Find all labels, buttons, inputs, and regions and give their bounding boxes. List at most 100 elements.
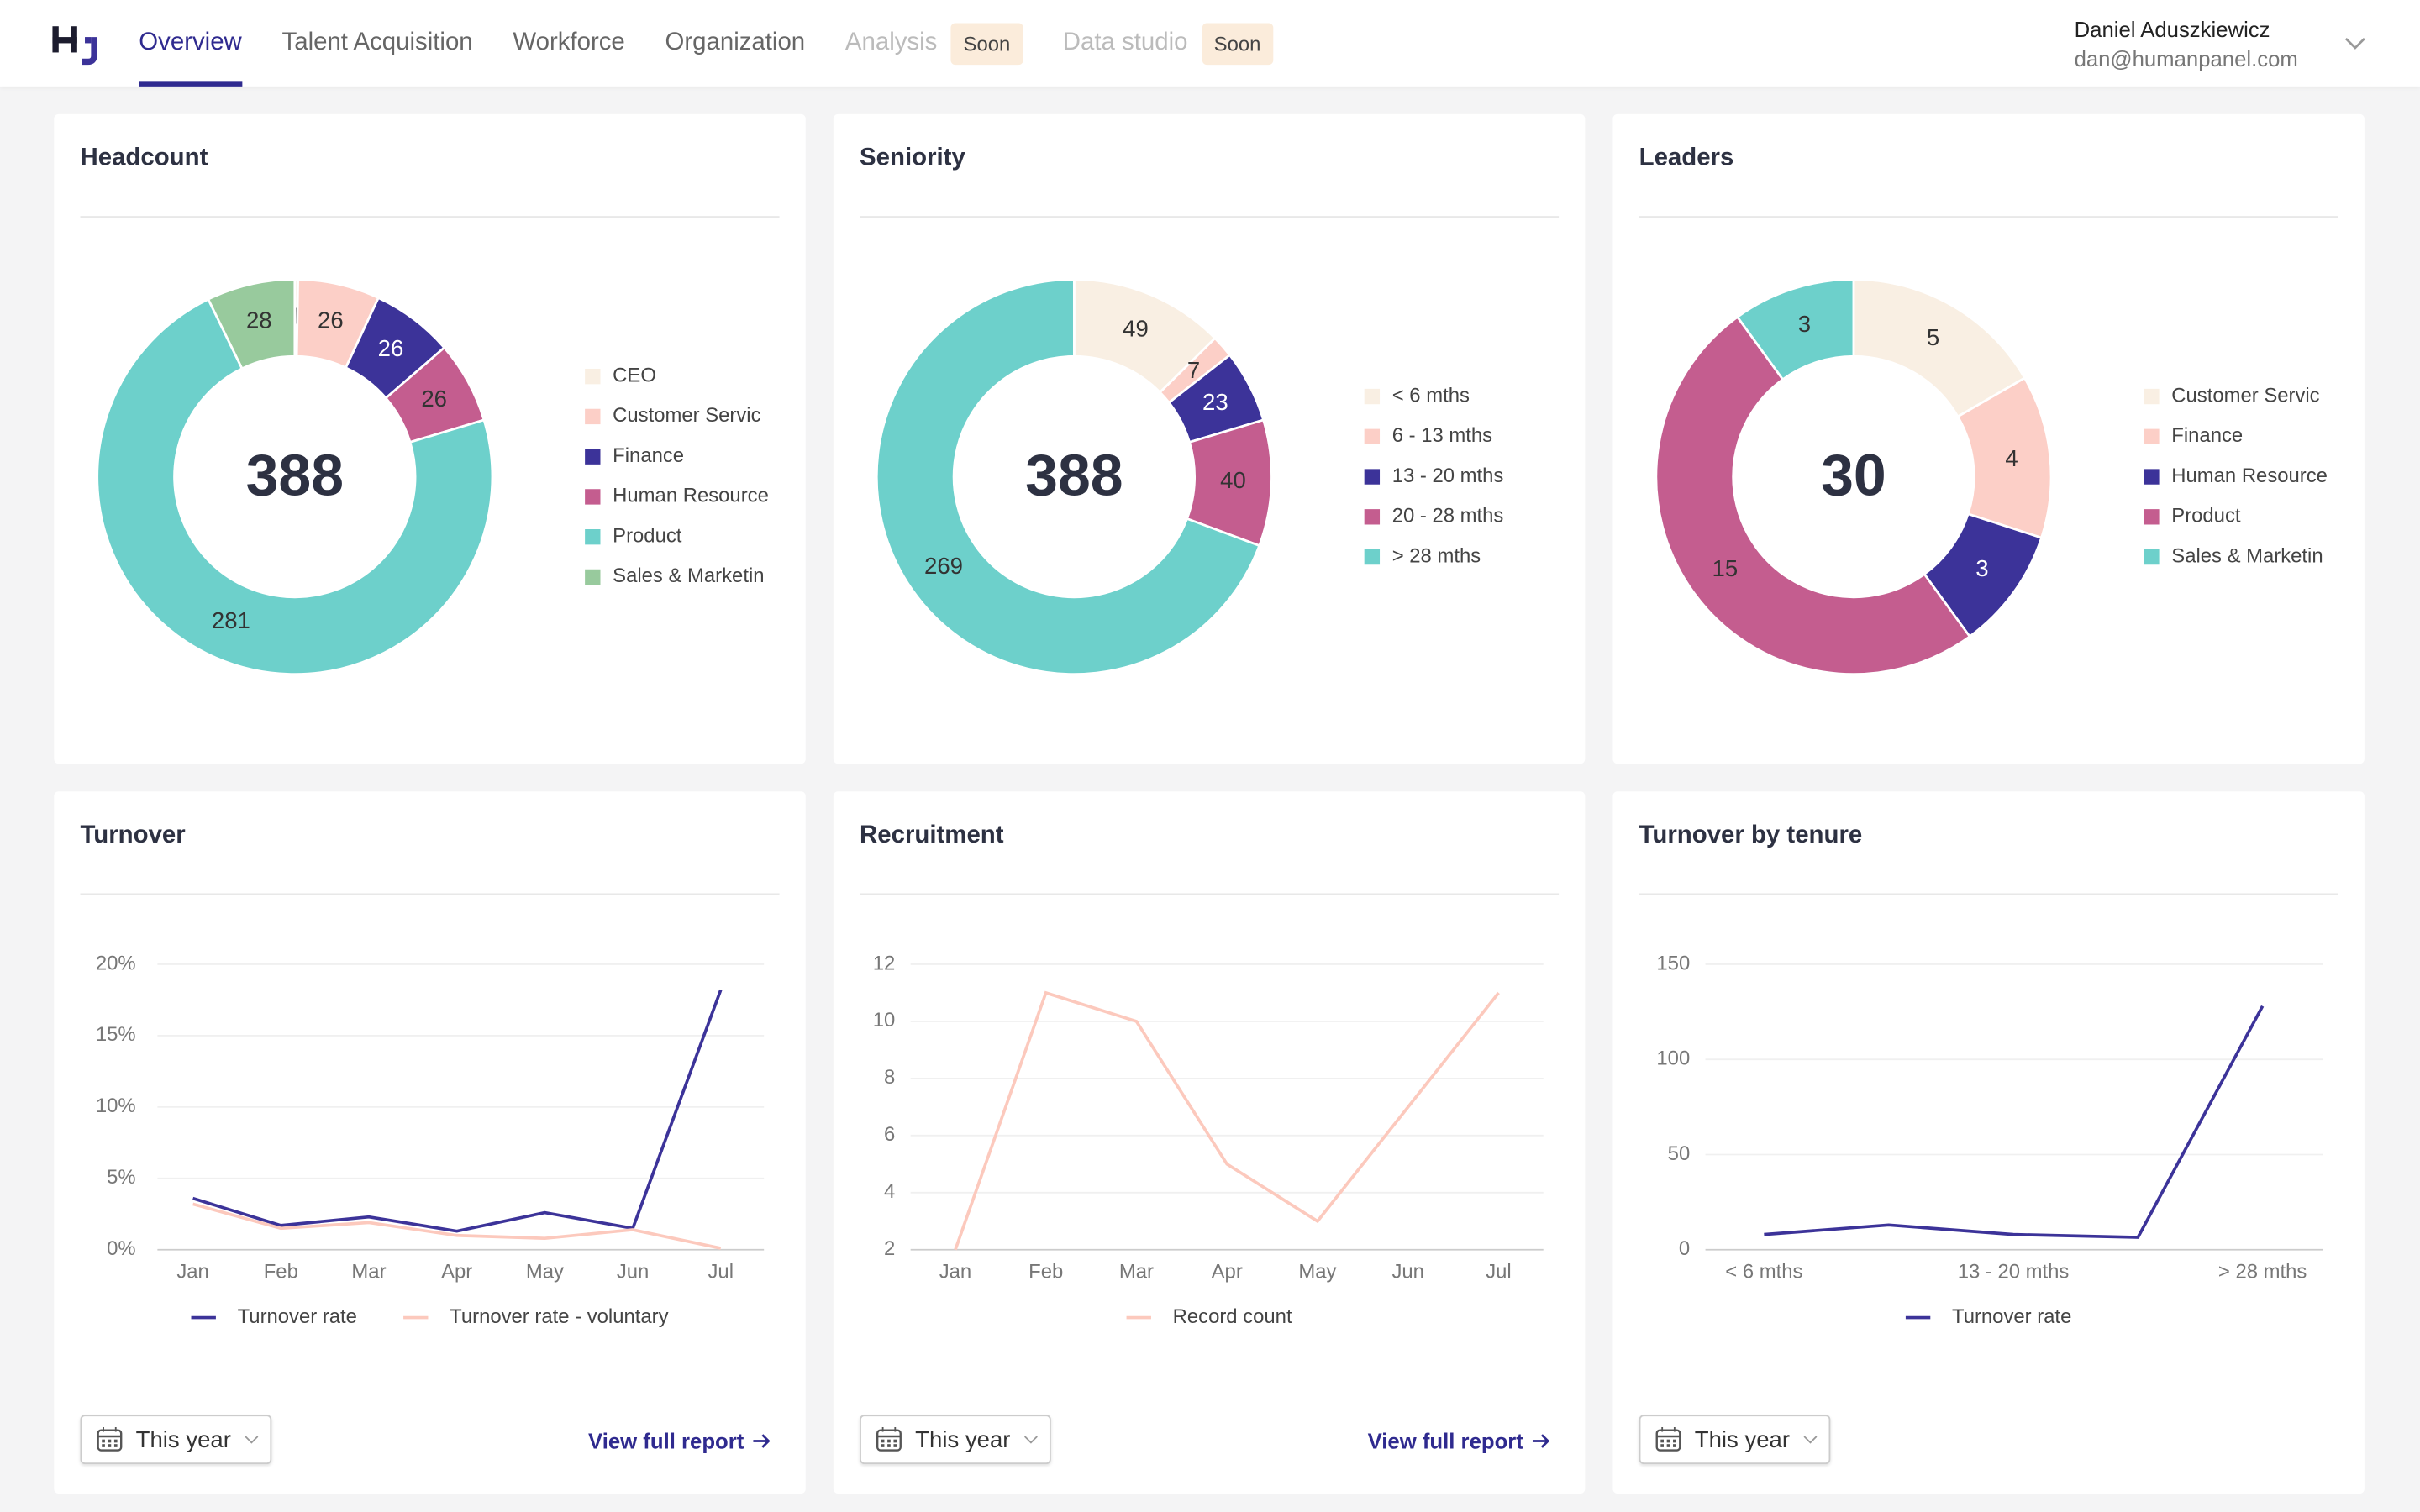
nav-item[interactable]: Data studio Soon <box>1062 0 1274 87</box>
y-tick-label: 8 <box>884 1066 895 1089</box>
x-tick-label: Mar <box>1119 1261 1154 1284</box>
period-dropdown[interactable]: This year <box>80 1415 272 1465</box>
dropdown-chevron <box>1023 1436 1038 1444</box>
x-tick-label: > 28 mths <box>2218 1261 2307 1284</box>
divider <box>1639 893 2338 895</box>
series-line <box>192 1202 722 1250</box>
card: Turnover by tenure 0 50 100 150 < 6 mths 13 - … <box>1612 791 2365 1494</box>
slice-label: 40 <box>1220 467 1246 493</box>
period-dropdown[interactable]: This year <box>1639 1415 1831 1465</box>
nav-item[interactable]: Workforce <box>513 0 624 87</box>
soon-badge: Soon <box>1201 22 1274 65</box>
slice-label: 23 <box>1202 389 1228 415</box>
view-report-link[interactable]: View full report <box>588 1429 771 1453</box>
slice-label: 28 <box>246 307 272 333</box>
legend-swatch <box>1364 388 1381 405</box>
legend-label: 13 - 20 mths <box>1392 465 1504 487</box>
user-chevron[interactable] <box>2344 37 2369 52</box>
series-line <box>192 989 723 1233</box>
donut-slice <box>206 278 297 370</box>
x-tick-label: < 6 mths <box>1725 1261 1802 1284</box>
legend-label: Turnover rate <box>1952 1305 2071 1328</box>
card-title: Recruitment <box>860 822 1004 849</box>
divider <box>860 893 1560 895</box>
y-tick-label: 20% <box>96 952 136 974</box>
y-tick-label: 100 <box>1656 1047 1690 1070</box>
series-line <box>954 990 1500 1251</box>
y-tick-label: 10 <box>873 1009 896 1032</box>
legend: Record count <box>1126 1305 1292 1328</box>
y-tick-label: 10% <box>96 1095 136 1117</box>
slice-label: 281 <box>212 607 250 633</box>
legend-label: Sales & Marketin <box>2171 544 2323 567</box>
calendar-icon <box>97 1426 123 1452</box>
legend-swatch <box>1364 509 1381 525</box>
x-tick-label: Jul <box>1486 1261 1512 1284</box>
x-tick-label: Jul <box>708 1261 734 1284</box>
legend-label: Human Resource <box>613 485 769 507</box>
legend-label: 20 - 28 mths <box>1392 505 1504 528</box>
legend-label: < 6 mths <box>1392 384 1470 407</box>
center-value: 30 <box>1821 443 1886 508</box>
arrow-icon <box>1532 1434 1550 1448</box>
x-tick-label: May <box>1298 1261 1336 1284</box>
legend-swatch <box>1364 549 1381 565</box>
card-title: Headcount <box>80 144 208 171</box>
donut-slice <box>1655 315 1972 675</box>
card: Recruitment 2 4 6 8 10 12 Jan Feb Mar Apr May Jun Jul… <box>833 791 1586 1494</box>
nav-item[interactable]: Talent Acquisition <box>282 0 473 87</box>
card: Headcount 1 26 26 26 281 28 388 CEO Customer Serv… <box>54 113 806 764</box>
period-label: This year <box>1694 1426 1791 1453</box>
slice-label: 49 <box>1123 315 1149 341</box>
legend-swatch <box>1364 469 1381 485</box>
legend-swatch <box>2144 469 2160 485</box>
y-tick-label: 0% <box>107 1237 135 1260</box>
card: Leaders 5 4 3 15 3 30 Customer Servic Finance Hum… <box>1612 113 2365 764</box>
nav-label: Talent Acquisition <box>281 29 473 56</box>
card: Turnover 0% 5% 10% 15% 20% Jan Feb Mar Apr May Jun J… <box>54 791 806 1494</box>
legend-label: Finance <box>613 444 684 467</box>
legend-label: Product <box>2171 505 2241 528</box>
nav-item[interactable]: Analysis Soon <box>845 0 1023 87</box>
legend-swatch <box>585 489 601 505</box>
legend-label: Customer Servic <box>2171 384 2319 407</box>
period-dropdown[interactable]: This year <box>860 1415 1051 1465</box>
divider <box>80 216 780 218</box>
nav-item[interactable]: Overview <box>139 0 242 87</box>
card-title: Seniority <box>860 144 965 171</box>
y-tick-label: 12 <box>873 952 896 974</box>
x-tick-label: May <box>526 1261 564 1284</box>
donut-slice <box>96 297 494 675</box>
legend-label: Record count <box>1173 1305 1292 1328</box>
y-tick-label: 6 <box>884 1123 895 1146</box>
view-report-link[interactable]: View full report <box>1368 1429 1551 1453</box>
legend-swatch <box>585 408 601 425</box>
divider <box>80 893 780 895</box>
y-tick-label: 150 <box>1656 952 1690 974</box>
center-value: 388 <box>246 443 344 508</box>
y-tick-label: 4 <box>884 1180 895 1203</box>
nav-label: Data studio <box>1062 29 1188 56</box>
y-tick-label: 50 <box>1668 1142 1691 1165</box>
slice-label: 7 <box>1187 357 1200 383</box>
legend-label: Finance <box>2171 424 2243 447</box>
x-tick-label: Mar <box>351 1261 386 1284</box>
legend-swatch <box>2144 509 2160 525</box>
slice-label: 3 <box>1798 311 1811 337</box>
logo[interactable] <box>50 18 111 80</box>
nav-item[interactable]: Organization <box>666 0 806 87</box>
y-tick-label: 5% <box>107 1166 135 1189</box>
x-tick-label: Apr <box>1212 1261 1243 1284</box>
x-tick-label: Jun <box>617 1261 649 1284</box>
legend-label: Customer Servic <box>613 404 760 427</box>
slice-label: 26 <box>421 386 447 412</box>
calendar-icon <box>1655 1426 1681 1452</box>
legend-label: Human Resource <box>2171 465 2328 487</box>
user-menu[interactable]: Daniel Aduszkiewicz dan@humanpanel.com <box>2075 15 2298 74</box>
divider <box>860 216 1560 218</box>
card-title: Turnover by tenure <box>1639 822 1863 849</box>
divider <box>1639 216 2338 218</box>
